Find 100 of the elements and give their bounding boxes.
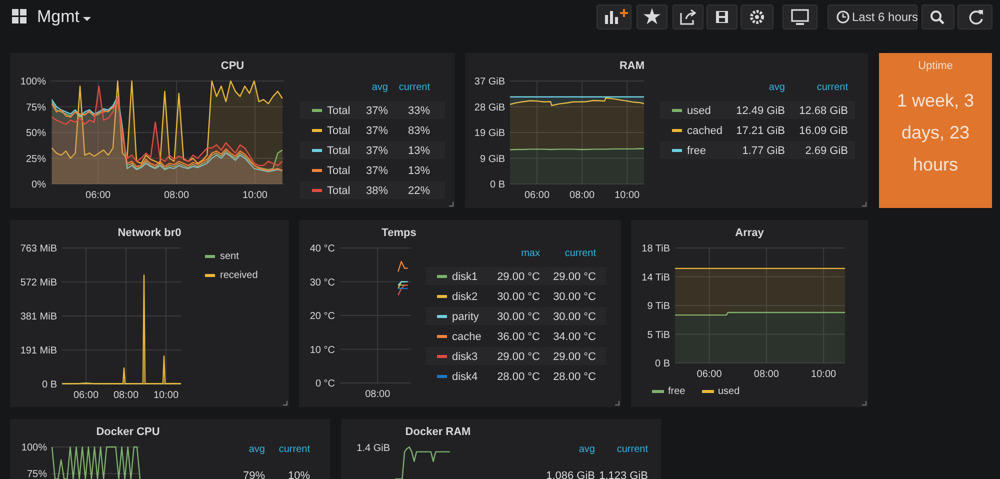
- y-tick-label: 19 GiB: [474, 128, 506, 139]
- y-tick-label: 100%: [20, 76, 46, 88]
- text: avg: [248, 444, 265, 455]
- x-tick-label: 10:00: [811, 369, 837, 380]
- legend-label: free: [668, 386, 686, 397]
- text: 1.4 GiB: [356, 443, 390, 454]
- y-tick-label: 381 MiB: [20, 312, 58, 322]
- text: 30.00 °C: [497, 311, 540, 323]
- x-tick-label: 10:00: [153, 390, 179, 401]
- legend-label: parity: [452, 311, 480, 323]
- y-tick-label: 0 °C: [315, 378, 335, 390]
- text: 37%: [366, 145, 388, 157]
- y-tick-label: 75%: [26, 102, 46, 114]
- text: 36.00 °C: [497, 331, 540, 343]
- text: 79%: [242, 470, 266, 479]
- y-tick-label: 20 °C: [310, 311, 335, 322]
- legend-label: used: [687, 105, 711, 117]
- y-tick-label: 763 MiB: [20, 244, 58, 254]
- text: 37%: [366, 165, 388, 177]
- y-tick-label: 50%: [26, 128, 46, 139]
- legend-label: free: [687, 145, 706, 157]
- text: 30.00 °C: [553, 291, 596, 303]
- y-tick-label: 9 TiB: [647, 301, 670, 312]
- text: 30.00 °C: [553, 311, 596, 323]
- text: avg: [578, 444, 595, 455]
- x-tick-label: 06:00: [86, 190, 112, 201]
- text: 2.69 GiB: [805, 145, 848, 157]
- legend-label: disk4: [452, 371, 478, 383]
- text: 37%: [366, 105, 388, 117]
- y-tick-label: 0 B: [654, 358, 670, 370]
- text: Last 6 hours: [852, 10, 918, 24]
- text: 13%: [408, 165, 430, 177]
- chart-title: RAM: [619, 60, 645, 72]
- y-tick-label: 191 MiB: [20, 346, 58, 356]
- legend-label: sent: [220, 251, 240, 262]
- chart-title: Network br0: [118, 227, 182, 239]
- legend-label: used: [718, 386, 740, 397]
- text: 83%: [408, 125, 430, 137]
- x-tick-label: 08:00: [164, 190, 190, 201]
- legend-label: disk3: [452, 351, 478, 363]
- text: 13%: [408, 145, 430, 157]
- y-tick-label: 14 TiB: [642, 272, 670, 284]
- text: Uptime: [918, 60, 953, 72]
- text: Mgmt: [37, 7, 80, 26]
- text: 29.00 °C: [553, 271, 596, 283]
- text: current: [816, 82, 848, 93]
- legend-label: Total: [327, 145, 350, 157]
- chart-title: Array: [735, 227, 765, 239]
- legend-label: cache: [452, 331, 482, 343]
- text: 16.09 GiB: [799, 125, 848, 137]
- x-tick-label: 06:00: [696, 369, 722, 380]
- text: avg: [768, 82, 785, 93]
- text: avg: [372, 82, 388, 93]
- text: 1.77 GiB: [742, 145, 785, 157]
- text: 37%: [366, 125, 388, 137]
- y-tick-label: 100%: [21, 442, 48, 454]
- y-tick-label: 28 GiB: [474, 102, 506, 114]
- y-tick-label: 0 B: [42, 380, 58, 390]
- y-tick-label: 37 GiB: [474, 76, 506, 88]
- y-tick-label: 30 °C: [310, 277, 335, 288]
- text: 12.49 GiB: [736, 105, 785, 117]
- chart-title: Docker RAM: [405, 426, 471, 438]
- text: current: [564, 248, 596, 259]
- text: 22%: [408, 185, 430, 197]
- y-tick-label: 572 MiB: [20, 278, 58, 288]
- x-tick-label: 08:00: [113, 390, 139, 401]
- text: 1.123 GiB: [599, 470, 648, 479]
- y-tick-label: 18 TiB: [642, 244, 670, 254]
- text: 28.00 °C: [553, 371, 596, 383]
- legend-label: received: [220, 270, 258, 281]
- y-tick-label: 9 GiB: [480, 154, 506, 165]
- x-tick-label: 08:00: [754, 369, 780, 380]
- text: current: [398, 82, 430, 93]
- text: 33%: [408, 105, 430, 117]
- text: current: [616, 444, 648, 455]
- y-tick-label: 10 °C: [310, 344, 335, 356]
- chart-title: Docker CPU: [96, 426, 160, 438]
- text: current: [278, 444, 310, 455]
- y-tick-label: 75%: [26, 469, 48, 479]
- legend-label: disk1: [452, 271, 478, 283]
- text: 1 week, 3 days, 23 hours: [896, 90, 974, 174]
- y-tick-label: 5 TiB: [647, 330, 670, 341]
- legend-label: Total: [327, 165, 350, 177]
- chart-title: Temps: [382, 227, 416, 239]
- legend-label: Total: [327, 105, 350, 117]
- text: 28.00 °C: [497, 371, 540, 383]
- x-tick-label: 10:00: [242, 190, 268, 201]
- legend-label: Total: [327, 125, 350, 137]
- x-tick-label: 06:00: [73, 390, 99, 401]
- text: 1.086 GiB: [546, 470, 595, 479]
- text: 10%: [288, 470, 310, 479]
- line-series: [61, 274, 182, 384]
- text: 29.00 °C: [497, 351, 540, 363]
- y-tick-label: 40 °C: [310, 244, 335, 254]
- text: 34.00 °C: [553, 331, 596, 343]
- legend-label: Total: [327, 185, 350, 197]
- x-tick-label: 06:00: [524, 190, 550, 201]
- y-tick-label: 25%: [26, 154, 46, 165]
- text: max: [521, 248, 540, 259]
- text: 38%: [366, 185, 388, 197]
